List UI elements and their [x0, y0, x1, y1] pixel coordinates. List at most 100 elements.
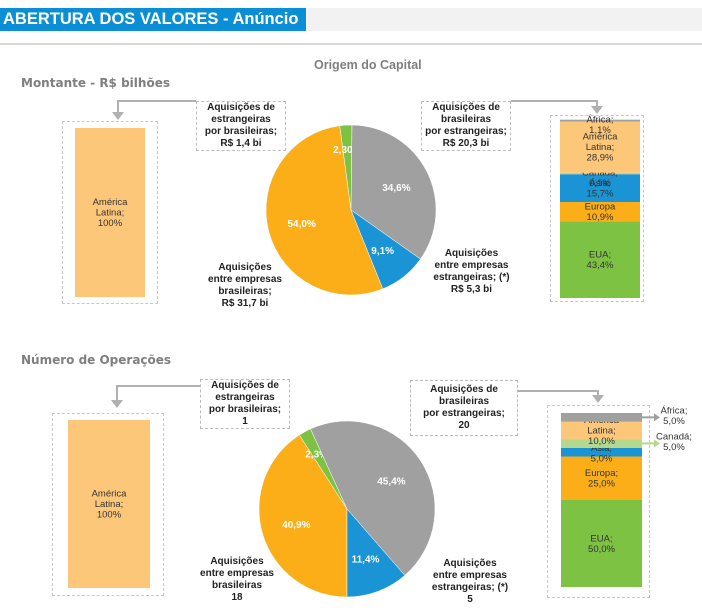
- label-line: brasileiras;: [218, 286, 272, 297]
- callout-line: Aquisições de: [211, 380, 279, 391]
- bar-segment-label: 1,1%: [589, 125, 611, 136]
- left-bar-frame-top: [62, 121, 158, 304]
- bar-segment-europa: [560, 201, 640, 222]
- arrow-head-icon: [592, 395, 604, 403]
- bar-segment-label: Latina;: [95, 499, 124, 510]
- bar-segment-eua: [561, 500, 642, 587]
- label-line: entre empresas: [200, 568, 274, 579]
- label-value: R$ 31,7 bi: [221, 298, 269, 309]
- callout-line: por estrangeiras;: [425, 126, 507, 137]
- label-line: Aquisições: [443, 558, 497, 569]
- arrow-head-icon: [654, 413, 660, 422]
- callout-value: 1: [242, 416, 248, 427]
- bar-segment-label: Latina;: [96, 208, 125, 219]
- label-line: entre empresas: [208, 274, 282, 285]
- label-entre-estr-top: Aquisições entre empresas estrangeiras; …: [424, 248, 519, 296]
- label-line: entre empresas: [433, 570, 507, 581]
- callout-line: estrangeiras: [211, 114, 271, 125]
- pie-data-label: 34,6%: [382, 183, 410, 194]
- pie-slice-0-2: [350, 124, 437, 260]
- bar-segment-label: EUA;: [589, 249, 611, 260]
- bar-segment-label: Europa: [585, 201, 616, 212]
- pie-data-label: 40,9%: [282, 520, 310, 531]
- callout-line: brasileiras: [438, 396, 490, 407]
- bar-segment-label: 0,1%: [589, 178, 611, 189]
- bar-segment-am-rica-latina: [561, 421, 642, 440]
- pie-data-label: 45,4%: [377, 476, 405, 487]
- pie-data-label: 54,0%: [288, 219, 316, 230]
- bar-segment-label: 100%: [97, 510, 122, 521]
- pie-slice-0-0: [265, 125, 384, 296]
- callout-line: por brasileiras;: [204, 126, 278, 137]
- bar-segment-label: 100%: [98, 218, 123, 229]
- arrow-head-icon: [654, 439, 660, 448]
- label-line: entre empresas: [434, 260, 509, 271]
- bar-segment-canad-: [561, 439, 642, 448]
- callout-line: Aquisições de: [207, 102, 275, 113]
- bar-side-label: 5,0%: [663, 442, 685, 453]
- callout-value: R$ 20,3 bi: [442, 138, 490, 149]
- callout-line: estrangeiras: [215, 392, 275, 403]
- bar-segment-label: 15,7%: [587, 188, 614, 199]
- label-value: 5: [467, 594, 473, 605]
- bar-segment-label: 50,0%: [588, 544, 615, 555]
- left-bar-frame-bottom: [52, 413, 164, 596]
- bar-segment-label: 28,9%: [587, 153, 614, 164]
- pie-data-label: 11,4%: [352, 554, 380, 565]
- callout-line: por estrangeiras;: [423, 408, 505, 419]
- label-line: estrangeiras; (*): [431, 582, 509, 593]
- callout-value: 20: [458, 420, 470, 431]
- label-line: Aquisições: [444, 248, 499, 259]
- bar-segment-label: Europa;: [585, 468, 618, 479]
- bar-segment-label: 10,0%: [588, 436, 615, 447]
- label-entre-bras-bottom: Aquisições entre empresas brasileiras 18: [192, 556, 282, 604]
- bar-segment-label: Latina;: [586, 142, 615, 153]
- callout-line: brasileiras: [440, 114, 492, 125]
- pie-slice-0-3: [350, 209, 421, 290]
- bar-segment-label: América: [93, 197, 129, 208]
- label-line: brasileiras: [211, 580, 263, 591]
- callout-line: Aquisições de: [430, 384, 498, 395]
- bar-segment--frica: [560, 119, 640, 122]
- callout-value: R$ 1,4 bi: [220, 138, 262, 149]
- callout-line: por brasileiras;: [208, 404, 282, 415]
- bar-segment-europa: [561, 456, 642, 500]
- label-line: Aquisições: [210, 556, 264, 567]
- section-title-operacoes: Número de Operações: [21, 353, 172, 367]
- bar-segment-label: Latina;: [587, 425, 616, 436]
- arrow-heads: [111, 106, 604, 408]
- arrow-head-icon: [112, 112, 124, 120]
- header-divider: [0, 43, 702, 45]
- pie-slice-1-2: [310, 420, 436, 576]
- bar-segment-am-rica-latina: [68, 420, 150, 588]
- pie-slice-1-3: [346, 508, 406, 598]
- bar-segment-label: Ásia;: [591, 443, 612, 454]
- bar-segment--sia: [561, 447, 642, 457]
- bar-segment-label: 5,0%: [591, 453, 613, 464]
- bar-side-label: África;: [661, 405, 688, 416]
- bar-segment-label: 10,9%: [587, 212, 614, 223]
- right-bar-frame-bottom: [547, 405, 650, 598]
- arrow-head-icon: [591, 106, 603, 114]
- chart-title: Origem do Capital: [314, 58, 422, 72]
- bar-segment-label: África;: [587, 115, 614, 126]
- arrow-connector-top-left: [117, 100, 196, 114]
- bar-side-label: 5,0%: [663, 416, 685, 427]
- bar-segment-label: América: [92, 489, 128, 500]
- bar-segment-eua: [560, 221, 640, 298]
- label-value: R$ 5,3 bi: [450, 284, 493, 295]
- section-title-montante: Montante - R$ bilhões: [21, 76, 170, 90]
- pie-data-label: 2,3%: [305, 449, 328, 460]
- label-entre-bras-top: Aquisições entre empresas brasileiras; R…: [200, 262, 290, 310]
- arrow-head-icon: [111, 400, 123, 408]
- arrow-connector-bottom-right: [518, 390, 599, 397]
- label-line: estrangeiras; (*): [433, 272, 510, 283]
- callout-line: Aquisições de: [432, 102, 500, 113]
- callout-bras-por-estr-top: Aquisições de brasileiras por estrangeir…: [421, 101, 511, 151]
- callout-estr-por-bras-top: Aquisições de estrangeiras por brasileir…: [196, 101, 286, 151]
- bar-segment-canad-: [560, 172, 640, 175]
- bar-segment-label: 25,0%: [588, 479, 615, 490]
- pie-slice-1-0: [258, 434, 348, 598]
- bar-segment--frica: [561, 413, 642, 422]
